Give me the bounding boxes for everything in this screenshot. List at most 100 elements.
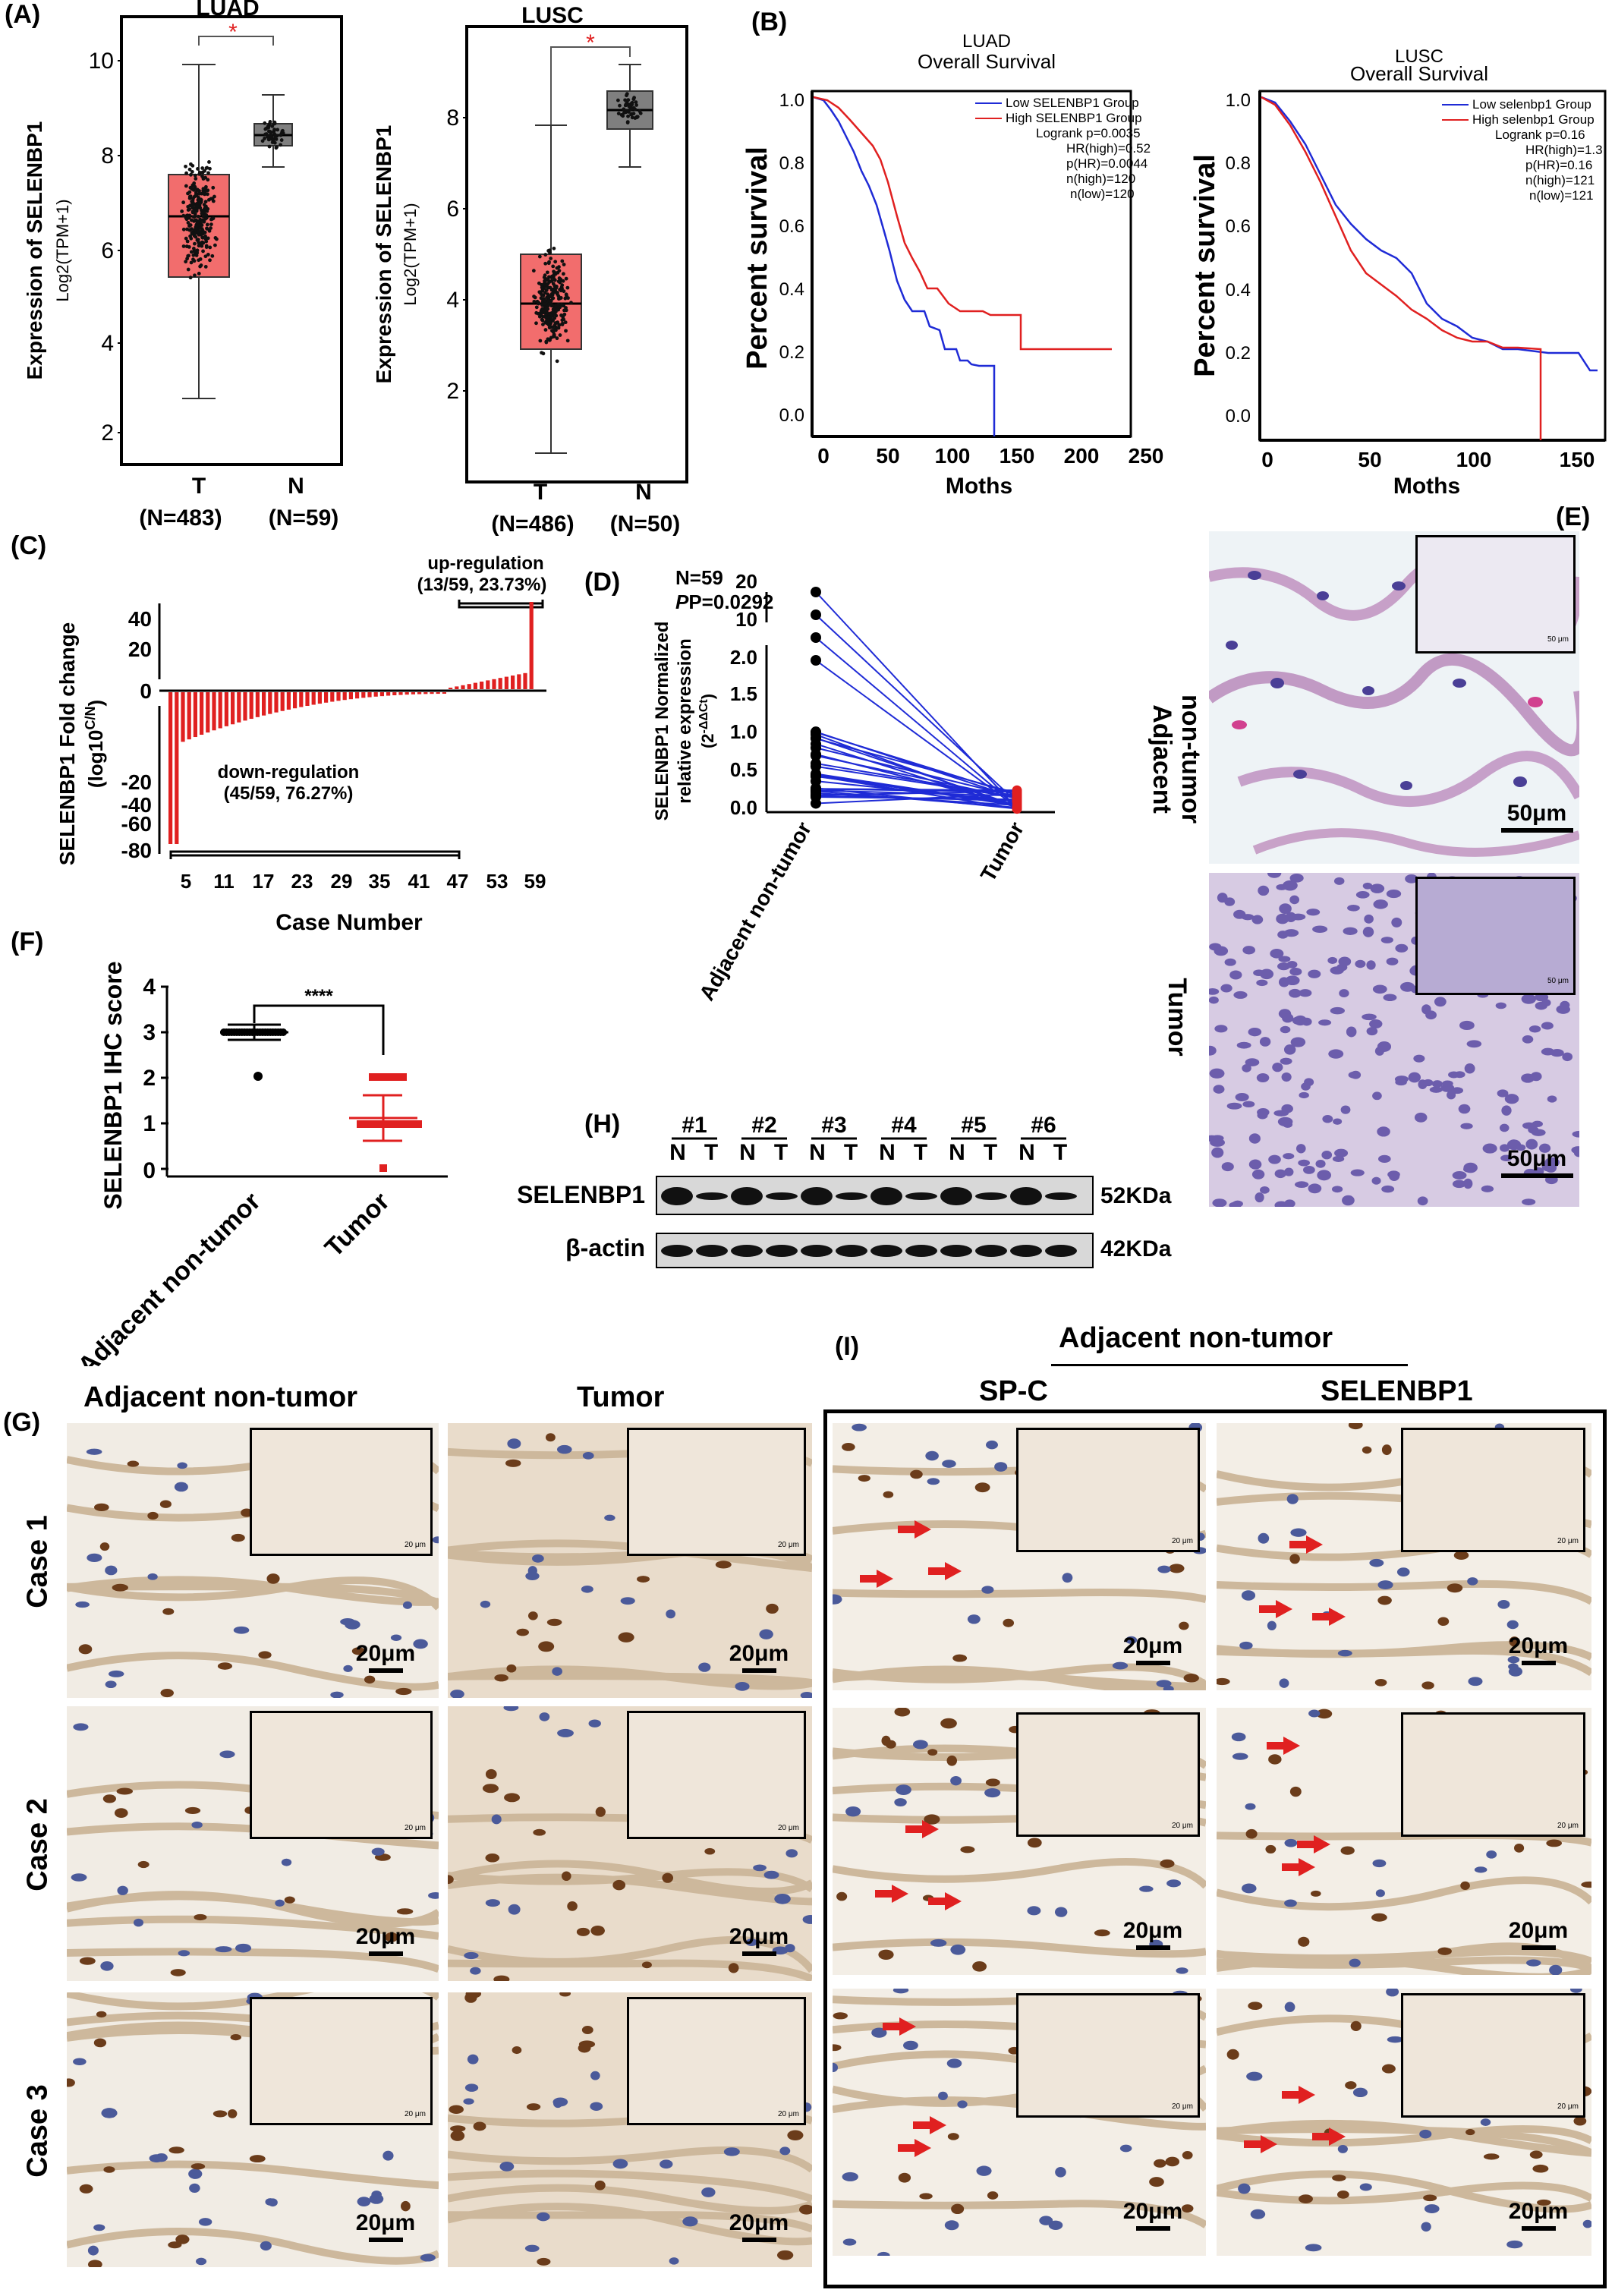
tissue-nucleus <box>117 1885 128 1895</box>
lusc-tumor-point <box>552 323 557 328</box>
scale-label: 20μm <box>1122 1633 1183 1658</box>
lusc-sig-star: * <box>586 30 595 55</box>
tissue-nucleus <box>1386 1989 1399 1997</box>
tissue-nucleus <box>87 1553 102 1563</box>
tissue-nucleus <box>1497 1599 1510 1609</box>
tissue-nucleus <box>217 1662 232 1670</box>
c-bar <box>237 692 241 723</box>
tissue-nucleus <box>464 2083 479 2092</box>
e-tumor-nucleus <box>1497 1089 1509 1098</box>
tissue-nucleus <box>402 1601 412 1609</box>
e-tumor-nucleus <box>1343 927 1358 935</box>
tissue-septum <box>1217 1942 1591 1975</box>
tissue-nucleus <box>785 1944 795 1953</box>
tissue-nucleus <box>116 1787 134 1795</box>
lusc-tumor-point <box>531 269 536 273</box>
e-tumor-nucleus <box>1226 1102 1242 1110</box>
d-group-adjacent: Adjacent non-tumor <box>694 817 816 1004</box>
panel-c-label: (C) <box>11 531 47 560</box>
luad-tumor-point <box>203 230 207 235</box>
lusc-tumor-point <box>551 307 556 311</box>
e-tumor-nucleus <box>1417 1196 1428 1206</box>
f-ytick: 4 <box>143 975 156 1000</box>
lusc-ylabel: Expression of SELENBP1 <box>372 125 395 384</box>
e-tumor-nucleus <box>1377 1041 1392 1052</box>
c-ylabel: SELENBP1 Fold change <box>55 622 79 866</box>
c-bar <box>224 692 228 726</box>
lusc-tumor-point <box>537 314 542 319</box>
tissue-nucleus <box>567 1901 578 1911</box>
tissue-nucleus <box>1453 1551 1469 1561</box>
luad-group-n: N <box>288 474 304 499</box>
km-luad-stat: Logrank p=0.0035 <box>1036 126 1141 140</box>
tissue-nucleus <box>910 1469 923 1479</box>
lusc-tumor-point <box>563 296 568 301</box>
tissue-nucleus <box>491 1814 502 1825</box>
e-tumor-nucleus <box>1303 1165 1315 1174</box>
h-band-actin <box>731 1245 763 1257</box>
tissue-nucleus <box>537 2257 551 2266</box>
lusc-tumor-point <box>546 282 550 286</box>
tissue-nucleus <box>463 2098 474 2105</box>
luad-ytick: 6 <box>101 238 114 263</box>
luad-n-n: (N=59) <box>269 505 339 531</box>
km-luad-ytick: 0.8 <box>779 153 804 174</box>
c-bar <box>187 692 191 740</box>
tissue-nucleus <box>942 1460 956 1468</box>
e-tumor-nucleus <box>1322 1114 1333 1123</box>
luad-tumor-point <box>207 160 211 164</box>
red-arrow-icon <box>1244 2135 1277 2153</box>
tissue-nucleus <box>704 1847 716 1855</box>
panel-c-waterfall: up-regulation (13/59, 23.73%) 40 20 0 -2… <box>55 553 546 935</box>
tissue-septum <box>67 1992 439 2011</box>
h-band-selenbp1 <box>661 1187 693 1205</box>
tissue-nucleus <box>231 1533 245 1542</box>
tissue-nucleus <box>944 2220 959 2231</box>
tissue-nucleus <box>833 2044 842 2052</box>
tissue-nucleus <box>1337 1649 1352 1657</box>
d-tumor-point <box>1012 789 1022 799</box>
luad-tumor-point <box>203 175 208 180</box>
tissue-nucleus <box>1352 2087 1368 2098</box>
lusc-tumor-point <box>540 285 544 290</box>
luad-normal-point <box>272 128 276 132</box>
tissue-nucleus <box>1238 2183 1251 2194</box>
lusc-tumor-point <box>545 285 549 289</box>
h-band-selenbp1 <box>905 1192 937 1200</box>
tissue-nucleus <box>1308 1709 1321 1718</box>
tissue-nucleus <box>371 1847 385 1856</box>
km-lusc-xtick: 0 <box>1261 448 1273 471</box>
lusc-tumor-point <box>562 263 566 266</box>
tissue-nucleus <box>105 1680 117 1689</box>
lusc-tumor-point <box>546 315 551 319</box>
e-tumor-nucleus <box>1248 1133 1261 1144</box>
red-arrow-icon <box>1259 1600 1292 1618</box>
scale-bar: 20μm <box>344 1641 427 1673</box>
c-ytick: 0 <box>140 679 152 703</box>
lusc-tumor-point <box>565 339 570 343</box>
e-tumor-nucleus <box>1281 1072 1292 1082</box>
km-lusc-stat: p(HR)=0.16 <box>1525 158 1592 172</box>
e-tumor-nucleus <box>1289 988 1302 998</box>
f-ytick: 1 <box>143 1111 156 1136</box>
h-lane-n: N <box>949 1140 965 1165</box>
e-tumor-nucleus <box>1248 1159 1262 1170</box>
tissue-nucleus <box>1245 1803 1256 1810</box>
d-pair-line <box>815 743 1018 808</box>
e-tumor-nucleus <box>1312 925 1328 933</box>
luad-tumor-point <box>197 244 201 248</box>
lusc-tumor-box <box>520 254 582 350</box>
f-tumor-point <box>414 1120 422 1128</box>
luad-tumor-point <box>199 263 203 267</box>
tissue-nucleus <box>833 1594 842 1605</box>
tissue-septum <box>1217 2181 1591 2205</box>
luad-tumor-point <box>206 192 209 197</box>
tissue-nucleus <box>1396 1567 1410 1577</box>
tissue-nucleus <box>852 1423 867 1431</box>
h-lane-n: N <box>739 1140 756 1165</box>
luad-tumor-point <box>200 191 204 196</box>
tissue-nucleus <box>507 1438 521 1449</box>
tissue-nucleus <box>450 1690 464 1698</box>
km-luad-legend-high: High SELENBP1 Group <box>1006 111 1142 125</box>
km-lusc-title1: LUSC <box>1395 46 1443 67</box>
